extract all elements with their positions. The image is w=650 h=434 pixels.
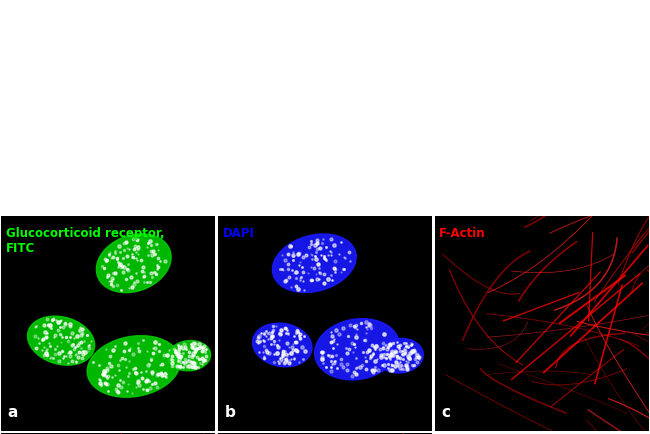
Text: F-Actin: F-Actin [439, 227, 486, 240]
Text: DAPI: DAPI [222, 227, 254, 240]
Polygon shape [96, 234, 171, 293]
Polygon shape [87, 335, 180, 397]
Polygon shape [253, 323, 312, 367]
Text: c: c [441, 405, 450, 420]
Polygon shape [27, 316, 95, 365]
Text: Glucocorticoid receptor,
FITC: Glucocorticoid receptor, FITC [6, 227, 164, 255]
Polygon shape [272, 234, 356, 293]
Polygon shape [168, 341, 211, 371]
Text: b: b [225, 405, 235, 420]
Polygon shape [315, 319, 400, 380]
Text: a: a [8, 405, 18, 420]
Polygon shape [376, 339, 423, 373]
